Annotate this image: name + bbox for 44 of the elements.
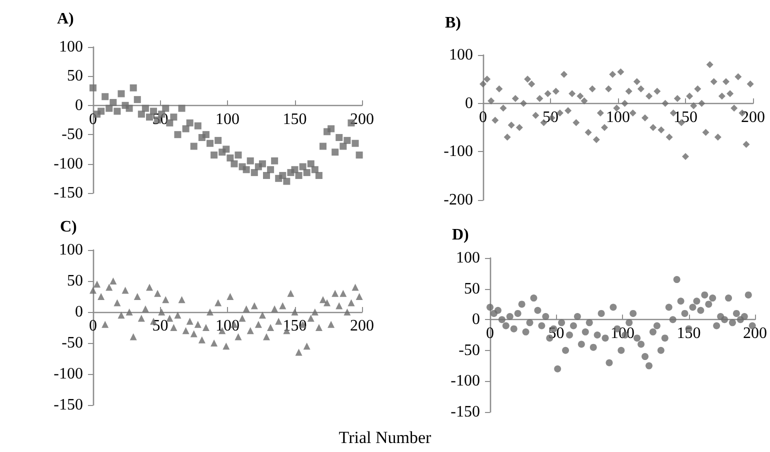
y-tick-label: 100 [456, 250, 480, 266]
y-tick-label: -100 [450, 372, 480, 390]
y-tick-label: -150 [54, 184, 83, 202]
y-tick-label: -100 [54, 366, 83, 382]
chart-title: A) [57, 10, 74, 28]
x-tick-label: 100 [216, 110, 240, 128]
y-tick-label: 50 [67, 68, 83, 85]
y-tick-label: -100 [444, 143, 473, 160]
y-tick-label: -100 [54, 155, 83, 172]
y-tick-label: 50 [67, 272, 83, 290]
x-tick-label: 0 [89, 318, 97, 334]
chart-title: B) [445, 14, 461, 32]
text: Trial Number [338, 428, 432, 448]
x-tick-label: 0 [486, 325, 494, 342]
x-tick-label: 100 [610, 325, 634, 342]
chart-title: C) [60, 218, 77, 236]
x-tick-label: 200 [741, 108, 765, 126]
y-tick-label: 0 [75, 96, 83, 114]
x-tick-label: 150 [676, 325, 701, 342]
y-tick-label: -200 [444, 192, 473, 208]
y-tick-label: -150 [54, 396, 83, 414]
y-tick-label: 100 [449, 46, 473, 64]
x-tick-label: 0 [89, 110, 97, 128]
x-tick-label: 100 [606, 108, 630, 126]
x-tick-label: 100 [216, 318, 240, 334]
y-tick-label: 100 [59, 242, 83, 258]
x-tick-label: 150 [282, 318, 307, 334]
x-tick-label: 50 [542, 108, 558, 126]
y-tick-label: -50 [62, 126, 83, 144]
y-tick-label: 100 [59, 38, 83, 56]
x-tick-label: 50 [548, 325, 564, 342]
y-tick-label: -150 [450, 404, 480, 420]
x-tick-label: 200 [350, 110, 374, 128]
y-tick-label: 50 [464, 280, 480, 298]
y-tick-label: 0 [465, 94, 473, 112]
chart-title: D) [452, 226, 469, 244]
x-tick-label: 200 [743, 325, 767, 342]
x-tick-label: 150 [674, 108, 698, 126]
y-tick-label: 0 [75, 304, 83, 320]
y-tick-label: -50 [458, 342, 480, 359]
x-tick-label: 200 [350, 318, 374, 334]
y-tick-label: -50 [62, 334, 83, 352]
x-tick-label: 150 [282, 110, 307, 128]
x-tick-label: 50 [152, 318, 168, 334]
